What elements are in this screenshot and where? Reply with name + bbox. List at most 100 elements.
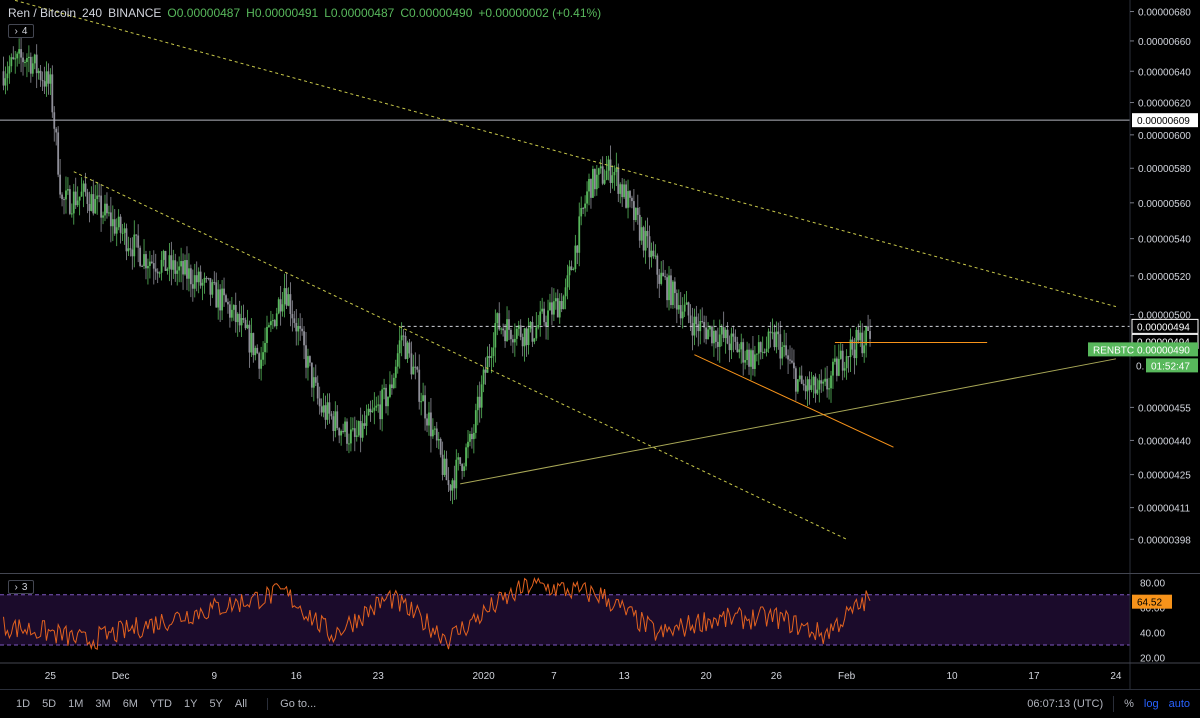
candle-body bbox=[716, 341, 719, 347]
goto-button[interactable]: Go to... bbox=[267, 698, 316, 710]
percent-toggle[interactable]: % bbox=[1124, 698, 1134, 710]
orange-wedge-line[interactable] bbox=[694, 354, 894, 448]
candle-body bbox=[275, 313, 278, 327]
candle-body bbox=[43, 81, 46, 87]
candle-body bbox=[305, 345, 307, 368]
range-ytd[interactable]: YTD bbox=[149, 698, 172, 710]
candle-body bbox=[125, 228, 128, 252]
candle-body bbox=[753, 354, 756, 369]
symbol-name[interactable]: Ren / Bitcoin bbox=[8, 6, 77, 20]
candle-body bbox=[320, 406, 323, 413]
candle-body bbox=[219, 289, 222, 311]
candle-body bbox=[295, 322, 298, 332]
range-1d[interactable]: 1D bbox=[16, 698, 31, 710]
candle-body bbox=[227, 301, 229, 305]
candle-body bbox=[322, 405, 325, 413]
candle-body bbox=[685, 302, 688, 305]
candle-body bbox=[681, 311, 684, 319]
candle-body bbox=[47, 71, 50, 84]
candle-body bbox=[242, 318, 245, 320]
chevron-right-icon: › bbox=[14, 581, 18, 593]
candle-body bbox=[519, 325, 522, 338]
candle-body bbox=[584, 203, 587, 209]
candle-body bbox=[490, 356, 493, 358]
candle-body bbox=[123, 228, 126, 233]
candle-body bbox=[24, 62, 26, 64]
candle-body bbox=[755, 353, 758, 355]
price-tick-label: 0.00000640 bbox=[1138, 67, 1191, 78]
candle-body bbox=[869, 331, 871, 339]
candle-body bbox=[400, 335, 403, 341]
interval[interactable]: 240 bbox=[82, 6, 103, 20]
range-all[interactable]: All bbox=[234, 698, 248, 710]
candle-body bbox=[390, 384, 393, 388]
candle-body bbox=[221, 288, 223, 311]
log-toggle[interactable]: log bbox=[1143, 698, 1159, 710]
candle-body bbox=[410, 353, 413, 375]
ascending-support-line[interactable] bbox=[460, 358, 1117, 485]
range-3m[interactable]: 3M bbox=[95, 698, 111, 710]
candle-body bbox=[582, 208, 585, 210]
candle-body bbox=[611, 175, 614, 183]
candle-body bbox=[586, 191, 588, 204]
candle-body bbox=[260, 359, 263, 369]
descending-trendline[interactable] bbox=[73, 171, 847, 540]
candle-body bbox=[552, 301, 555, 315]
candle-body bbox=[820, 380, 823, 384]
candle-body bbox=[188, 268, 190, 279]
candle-body bbox=[104, 203, 106, 216]
candle-body bbox=[14, 58, 17, 60]
high-value: H0.00000491 bbox=[246, 6, 319, 20]
range-6m[interactable]: 6M bbox=[122, 698, 138, 710]
candle-body bbox=[31, 63, 34, 74]
candle-body bbox=[350, 429, 352, 444]
candle-body bbox=[476, 396, 479, 411]
candle-body bbox=[529, 321, 532, 329]
candle-body bbox=[736, 341, 739, 353]
range-5d[interactable]: 5D bbox=[42, 698, 57, 710]
range-5y[interactable]: 5Y bbox=[209, 698, 223, 710]
partial-price-label: 0. bbox=[1136, 361, 1144, 372]
candle-body bbox=[250, 333, 253, 353]
candle-body bbox=[543, 308, 546, 323]
candle-body bbox=[752, 350, 754, 369]
candle-body bbox=[832, 361, 834, 376]
candle-body bbox=[804, 385, 807, 392]
price-tick-label: 0.00000440 bbox=[1138, 436, 1191, 447]
candle-body bbox=[211, 282, 214, 295]
candle-body bbox=[94, 198, 97, 214]
candle-body bbox=[223, 288, 225, 296]
candle-body bbox=[269, 321, 272, 326]
candle-body bbox=[670, 275, 672, 306]
candle-body bbox=[750, 350, 752, 367]
candle-body bbox=[160, 259, 163, 273]
candle-body bbox=[195, 275, 198, 283]
candle-body bbox=[426, 418, 428, 426]
candle-body bbox=[867, 326, 869, 332]
candle-body bbox=[632, 201, 635, 221]
candle-body bbox=[802, 383, 805, 386]
auto-toggle[interactable]: auto bbox=[1168, 698, 1190, 710]
candle-body bbox=[580, 208, 583, 217]
candle-body bbox=[433, 428, 436, 430]
candle-body bbox=[834, 358, 836, 362]
descending-trendline[interactable] bbox=[4, 0, 1117, 308]
candle-body bbox=[554, 298, 557, 302]
rsi-pane-toggle[interactable]: › 3 bbox=[8, 580, 34, 594]
indicator-count: 4 bbox=[21, 25, 28, 37]
candle-body bbox=[492, 347, 495, 357]
utc-clock[interactable]: 06:07:13 (UTC) bbox=[1027, 698, 1104, 710]
candle-body bbox=[316, 382, 319, 399]
candle-body bbox=[687, 302, 690, 316]
candle-body bbox=[757, 342, 760, 354]
candle-body bbox=[27, 56, 30, 59]
candle-body bbox=[150, 261, 153, 264]
candle-body bbox=[80, 191, 83, 197]
candle-body bbox=[539, 311, 542, 326]
rsi-tick-label: 60.00 bbox=[1140, 603, 1165, 614]
range-1y[interactable]: 1Y bbox=[183, 698, 198, 710]
price-tick-label: 0.00000620 bbox=[1138, 99, 1191, 110]
range-1m[interactable]: 1M bbox=[68, 698, 84, 710]
main-indicators-toggle[interactable]: › 4 bbox=[8, 24, 34, 38]
